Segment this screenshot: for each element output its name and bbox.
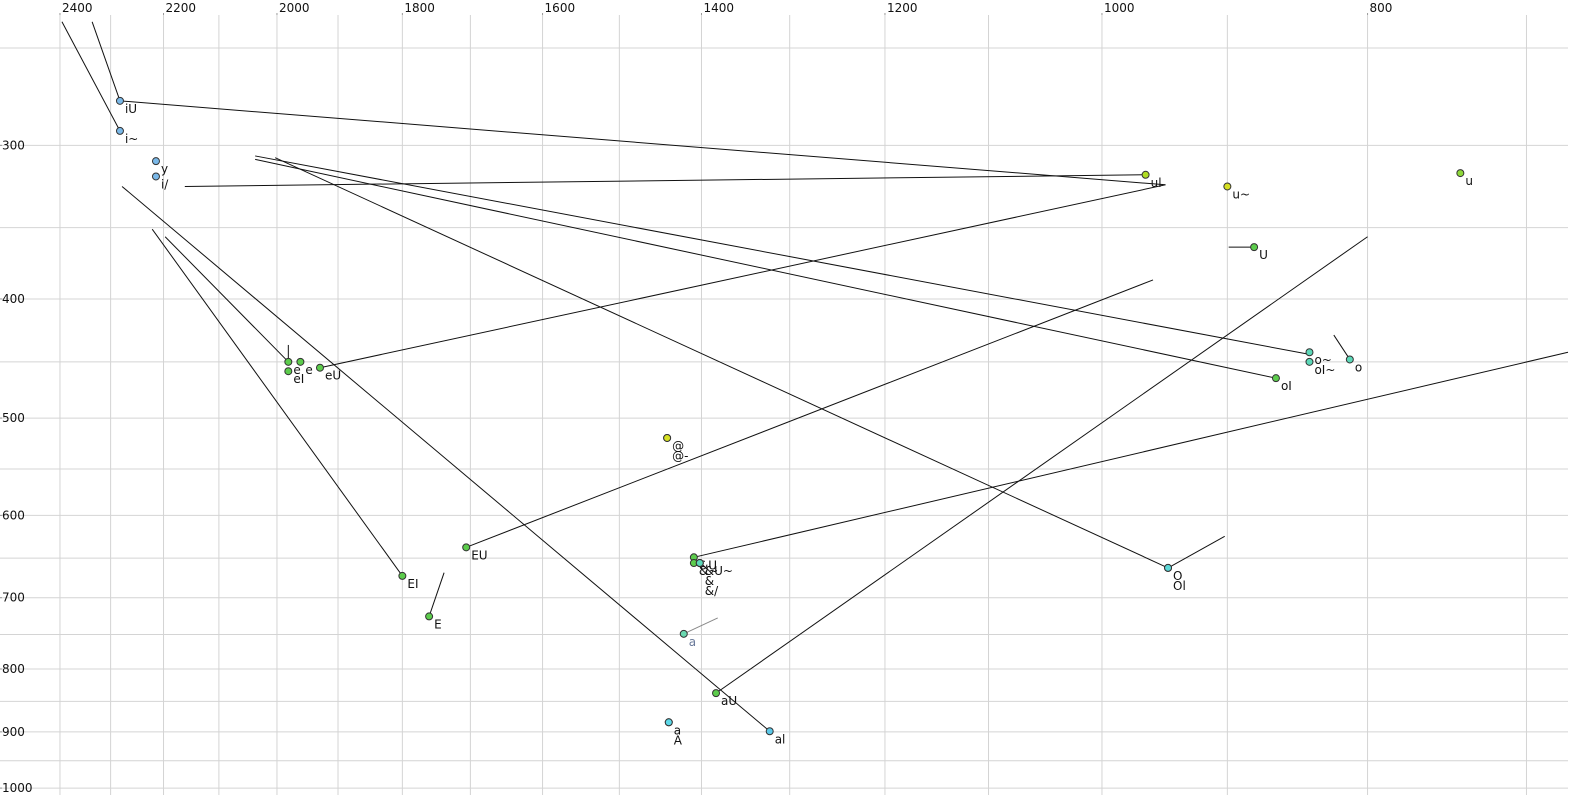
vowel-point [695, 559, 704, 568]
vowel-label: oI~ [1314, 363, 1335, 377]
vowel-label: E [434, 617, 442, 631]
x-tick-label: 1200 [887, 1, 918, 15]
vowel-label: &~ [699, 564, 718, 578]
x-tick-label: 2400 [62, 1, 93, 15]
vowel-label: A [674, 733, 683, 747]
y-tick-label: 300 [2, 138, 25, 152]
vowel-label: Ol [1173, 579, 1186, 593]
vowel-point [1141, 170, 1150, 179]
x-tick-label: 1800 [404, 1, 435, 15]
vowel-label: a [674, 723, 681, 737]
vowel-point [151, 157, 160, 166]
vowel-point [1164, 563, 1173, 572]
vowel-label: a [689, 635, 696, 649]
x-tick-label: 2200 [166, 1, 197, 15]
vowel-label: i~ [125, 132, 138, 146]
vowel-label: i/ [161, 177, 169, 191]
trajectory [715, 236, 1368, 694]
vowel-point [712, 689, 721, 698]
vowel-point [462, 543, 471, 552]
vowel-point [284, 367, 293, 376]
vowel-label: @ [672, 439, 684, 453]
vowel-point [315, 363, 324, 372]
vowel-label: eU [325, 369, 341, 383]
trajectory [428, 572, 445, 617]
trajectory [319, 184, 1166, 369]
x-tick-label: 1600 [545, 1, 576, 15]
trajectory [61, 21, 121, 132]
trajectory [121, 186, 771, 732]
trajectory [1333, 334, 1351, 360]
vowel-label: al [775, 732, 786, 746]
vowel-label: &/ [705, 584, 719, 598]
vowel-label: o [1355, 360, 1362, 374]
vowel-point [284, 357, 293, 366]
trajectory [91, 21, 121, 102]
vowel-label: aU [721, 694, 737, 708]
y-tick-label: 900 [2, 725, 25, 739]
vowel-point [1305, 348, 1314, 357]
vowel-point [664, 718, 673, 727]
vowel-point [1456, 169, 1465, 178]
trajectory [683, 617, 718, 635]
vowel-label: e [305, 363, 312, 377]
x-tick-label: 1400 [703, 1, 734, 15]
trajectory [1167, 535, 1225, 569]
vowel-label: u~ [1232, 187, 1250, 201]
vowel-label: EI [407, 577, 418, 591]
vowel-label: eI [293, 372, 304, 386]
vowel-label: o~ [1314, 353, 1331, 367]
trajectory [184, 174, 1146, 187]
y-tick-label: 600 [2, 508, 25, 522]
vowel-label: iU [125, 102, 137, 116]
vowel-point [115, 126, 124, 135]
vowel-point [296, 357, 305, 366]
vowel-point [151, 172, 160, 181]
vowel-point [1223, 182, 1232, 191]
trajectory [164, 236, 289, 363]
vowel-point [663, 433, 672, 442]
vowel-point [425, 612, 434, 621]
vowel-point [398, 571, 407, 580]
vowel-label: e [293, 363, 300, 377]
vowel-label: &U~ [705, 564, 733, 578]
vowel-label: U [1259, 248, 1268, 262]
vowel-label: O [1173, 569, 1182, 583]
x-tick-label: 2000 [279, 1, 310, 15]
y-tick-label: 500 [2, 411, 25, 425]
vowel-point [115, 96, 124, 105]
vowel-label: oI [1281, 379, 1292, 393]
trajectory [255, 155, 1311, 356]
x-tick-label: 1000 [1104, 1, 1135, 15]
trajectory [151, 228, 403, 577]
vowel-label: ul [1151, 176, 1162, 190]
trajectory [119, 100, 1166, 186]
vowel-label: y [161, 162, 168, 176]
vowel-point [679, 629, 688, 638]
y-tick-label: 800 [2, 662, 25, 676]
vowel-point [1271, 374, 1280, 383]
trajectory [274, 157, 1169, 569]
y-tick-label: 400 [2, 292, 25, 306]
y-tick-label: 700 [2, 591, 25, 605]
trajectory [466, 279, 1154, 548]
vowel-point [1250, 243, 1259, 252]
vowel-point [1345, 355, 1354, 364]
x-tick-label: 800 [1370, 1, 1393, 15]
vowel-label: u [1465, 174, 1473, 188]
trajectory [255, 158, 1277, 379]
vowel-label: @- [672, 449, 688, 463]
vowel-point [765, 727, 774, 736]
vowel-point [1305, 357, 1314, 366]
vowel-label: EU [471, 548, 487, 562]
trajectory [693, 351, 1569, 558]
vowel-label: & [705, 574, 714, 588]
y-tick-label: 1000 [2, 781, 33, 795]
